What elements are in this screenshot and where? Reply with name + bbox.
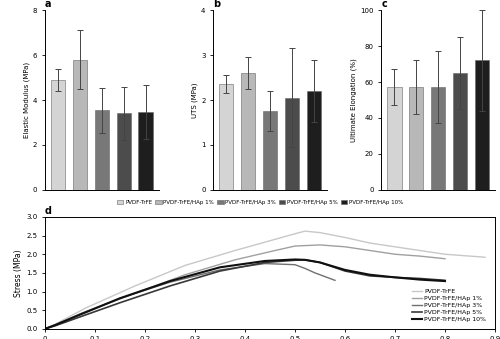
Bar bbox=[116, 114, 131, 190]
Bar bbox=[388, 87, 402, 190]
Bar bbox=[138, 112, 152, 190]
Bar bbox=[306, 91, 321, 190]
Text: b: b bbox=[213, 0, 220, 9]
Y-axis label: Stress (MPa): Stress (MPa) bbox=[14, 249, 24, 297]
Y-axis label: Elastic Modulus (MPa): Elastic Modulus (MPa) bbox=[24, 62, 30, 138]
Text: c: c bbox=[382, 0, 387, 9]
Y-axis label: UTS (MPa): UTS (MPa) bbox=[192, 82, 198, 118]
Bar bbox=[94, 110, 109, 190]
Text: d: d bbox=[45, 206, 52, 216]
Legend: PVDF-TrFE, PVDF-TrFE/HAp 1%, PVDF-TrFE/HAp 3%, PVDF-TrFE/HAp 5%, PVDF-TrFE/HAp 1: PVDF-TrFE, PVDF-TrFE/HAp 1%, PVDF-TrFE/H… bbox=[114, 198, 406, 207]
Bar bbox=[51, 80, 65, 190]
Bar bbox=[73, 60, 87, 190]
Bar bbox=[241, 73, 255, 190]
Y-axis label: Ultimate Elongation (%): Ultimate Elongation (%) bbox=[351, 58, 358, 142]
Text: a: a bbox=[45, 0, 52, 9]
Legend: PVDF-TrFE, PVDF-TrFE/HAp 1%, PVDF-TrFE/HAp 3%, PVDF-TrFE/HAp 5%, PVDF-TrFE/HAp 1: PVDF-TrFE, PVDF-TrFE/HAp 1%, PVDF-TrFE/H… bbox=[411, 288, 488, 323]
Bar bbox=[453, 73, 467, 190]
Bar bbox=[409, 87, 424, 190]
Bar bbox=[475, 60, 489, 190]
Bar bbox=[431, 87, 446, 190]
Bar bbox=[285, 98, 299, 190]
Bar bbox=[219, 84, 234, 190]
Bar bbox=[263, 111, 277, 190]
